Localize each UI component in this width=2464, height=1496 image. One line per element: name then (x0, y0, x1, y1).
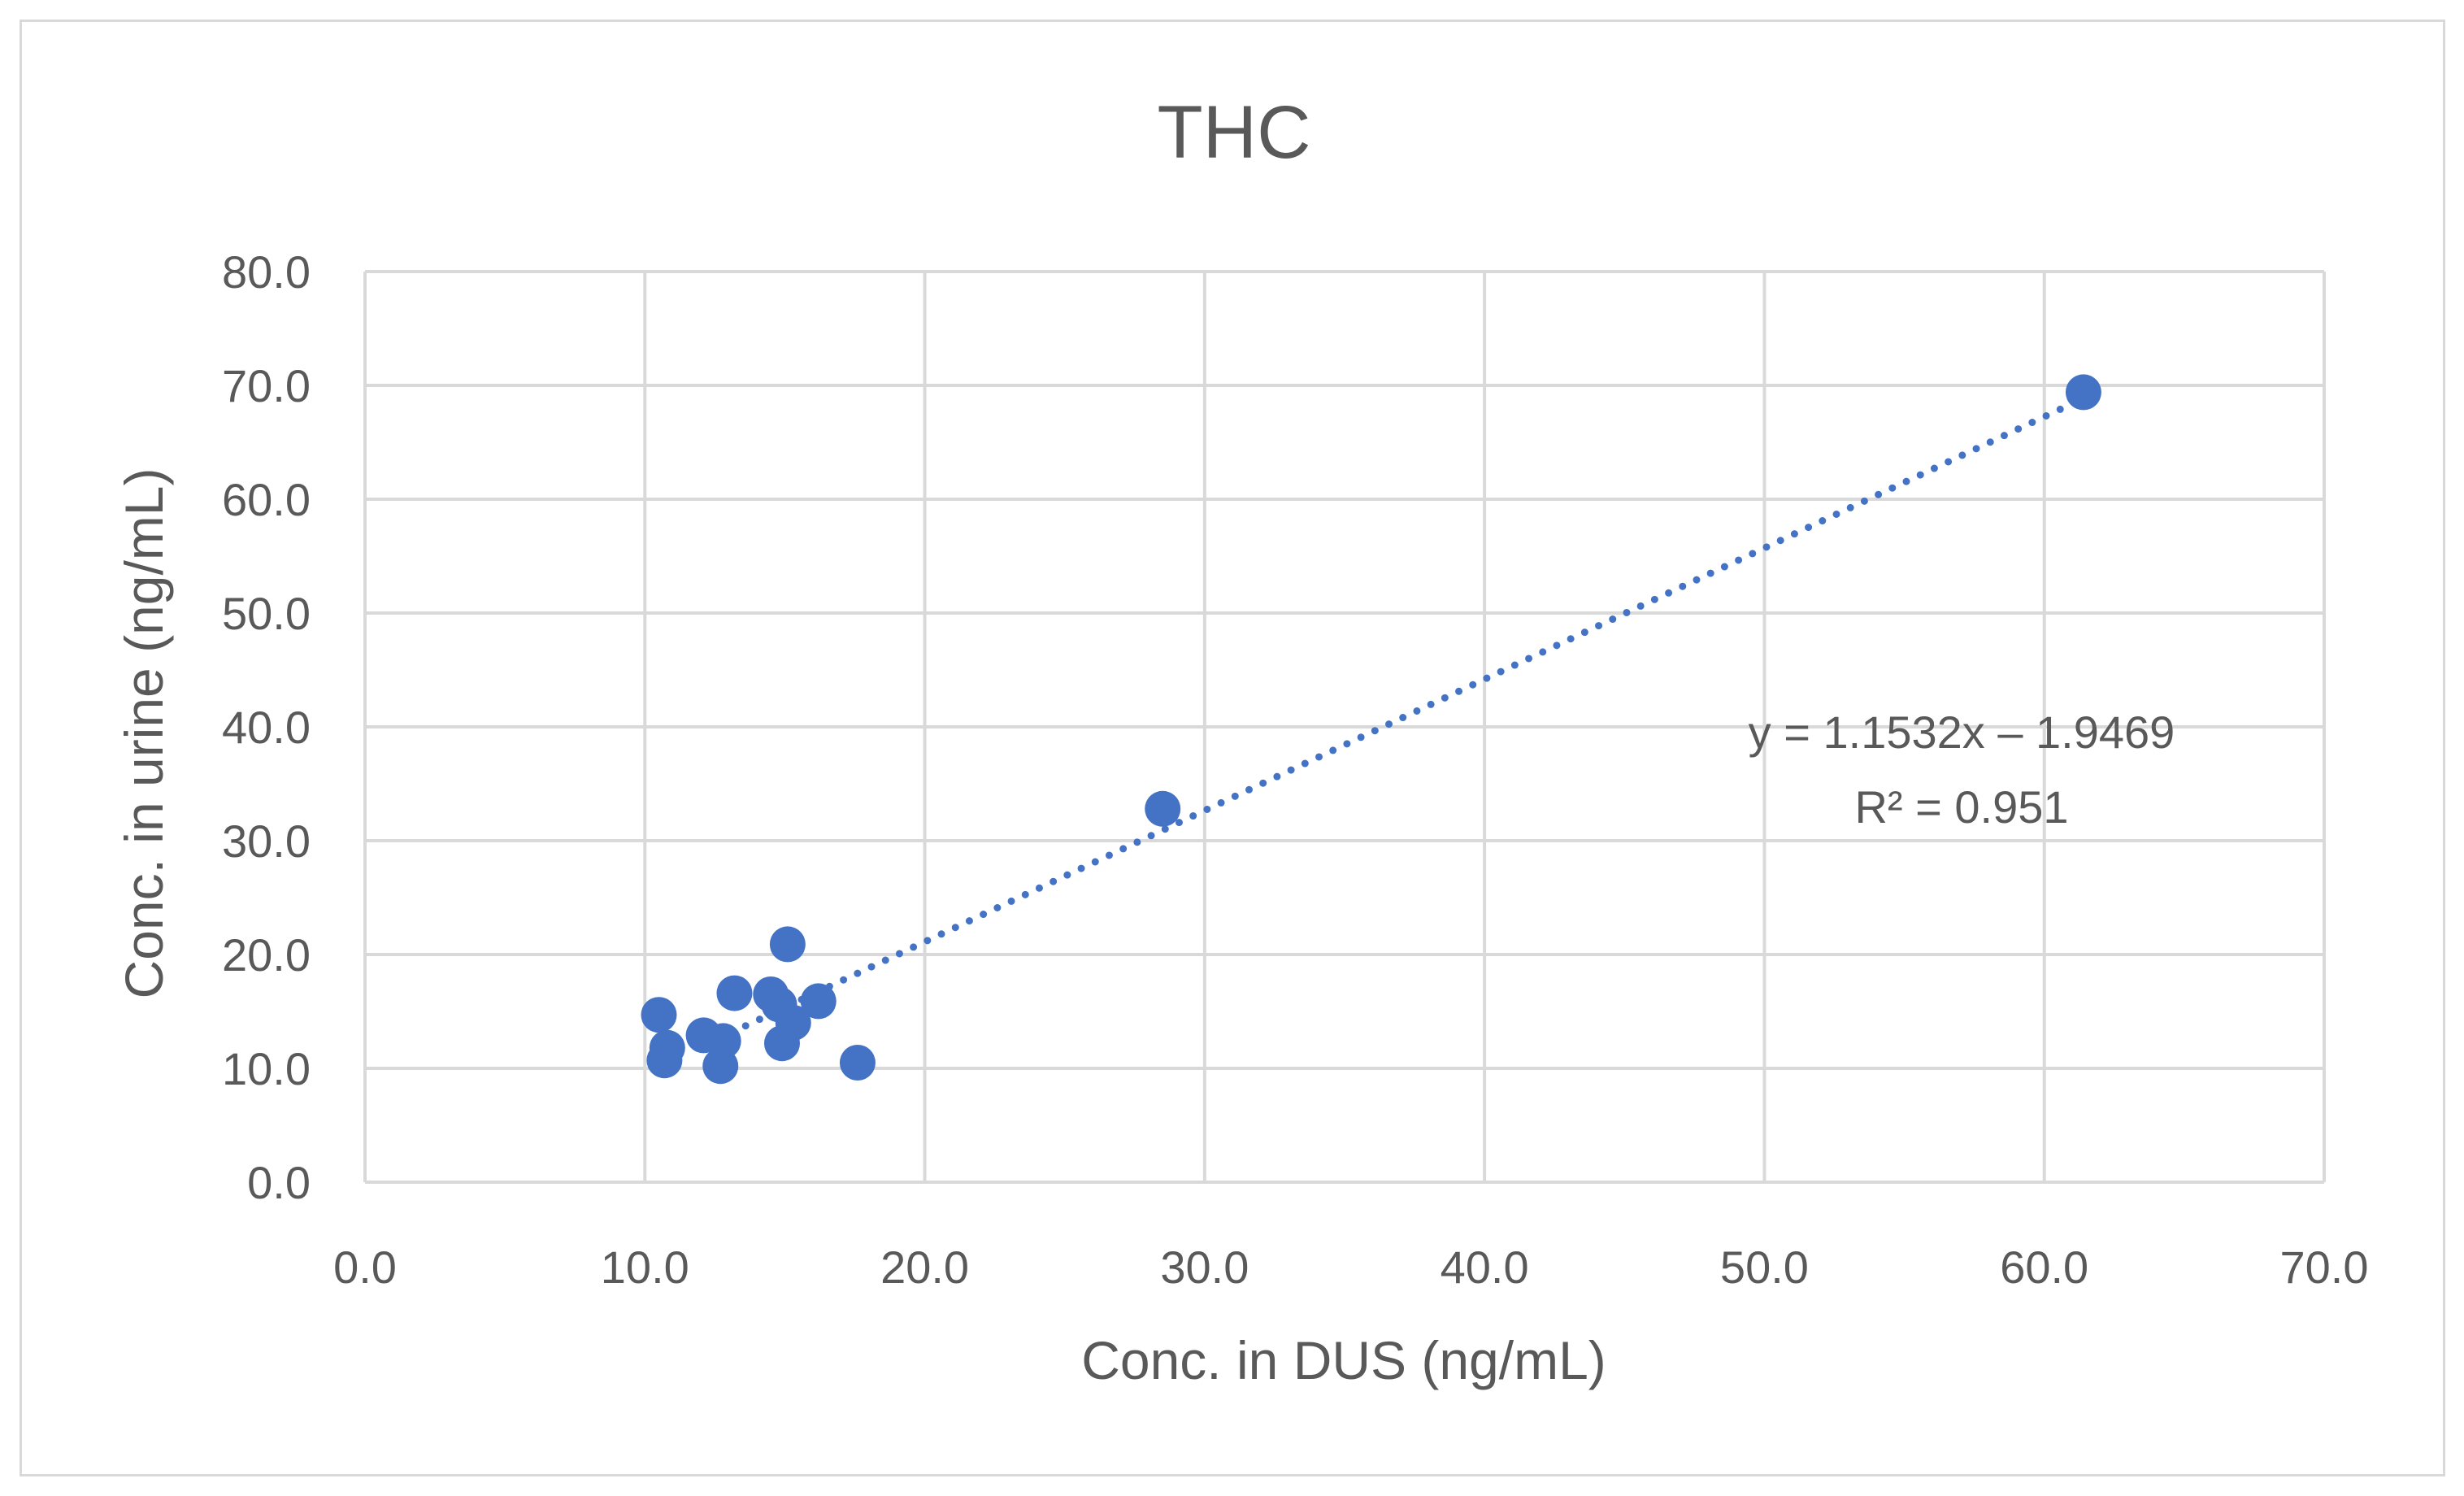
y-tick-label: 20.0 (222, 929, 311, 981)
y-tick-label: 30.0 (222, 815, 311, 867)
x-axis-ticks: 0.0 10.0 20.0 30.0 40.0 50.0 60.0 70.0 (333, 1242, 2368, 1293)
chart-title: THC (1157, 91, 1310, 174)
x-tick-label: 0.0 (333, 1242, 397, 1293)
x-tick-label: 20.0 (880, 1242, 969, 1293)
y-tick-label: 40.0 (222, 702, 311, 753)
x-tick-label: 70.0 (2280, 1242, 2369, 1293)
trendline-layer (714, 394, 2088, 1043)
x-axis-label: Conc. in DUS (ng/mL) (1081, 1330, 1606, 1390)
data-point (646, 1042, 683, 1079)
x-tick-label: 60.0 (2000, 1242, 2088, 1293)
trendline-r-squared: R² = 0.951 (1854, 781, 2068, 833)
y-axis-label: Conc. in urine (ng/mL) (114, 468, 174, 999)
y-tick-label: 50.0 (222, 588, 311, 639)
y-tick-label: 70.0 (222, 360, 311, 411)
data-points (641, 374, 2101, 1085)
x-tick-label: 40.0 (1441, 1242, 1529, 1293)
trendline-equation: y = 1.1532x – 1.9469 (1749, 707, 2175, 758)
data-point (800, 983, 837, 1020)
trendline (714, 394, 2088, 1043)
y-tick-label: 0.0 (247, 1157, 311, 1208)
data-point (641, 997, 677, 1033)
data-point (775, 1005, 811, 1041)
data-point (839, 1045, 876, 1081)
y-tick-label: 80.0 (222, 246, 311, 298)
x-tick-label: 50.0 (1720, 1242, 1809, 1293)
y-axis-ticks: 0.0 10.0 20.0 30.0 40.0 50.0 60.0 70.0 80.0 (222, 246, 311, 1208)
y-tick-label: 60.0 (222, 474, 311, 525)
data-point (2065, 374, 2101, 411)
chart-frame (20, 20, 2445, 1476)
x-tick-label: 10.0 (601, 1242, 689, 1293)
data-point (769, 926, 806, 963)
data-point (705, 1023, 741, 1059)
data-point (716, 975, 753, 1011)
data-point (1145, 790, 1181, 827)
grid-lines (363, 270, 2326, 1184)
y-tick-label: 10.0 (222, 1043, 311, 1094)
x-tick-label: 30.0 (1160, 1242, 1249, 1293)
